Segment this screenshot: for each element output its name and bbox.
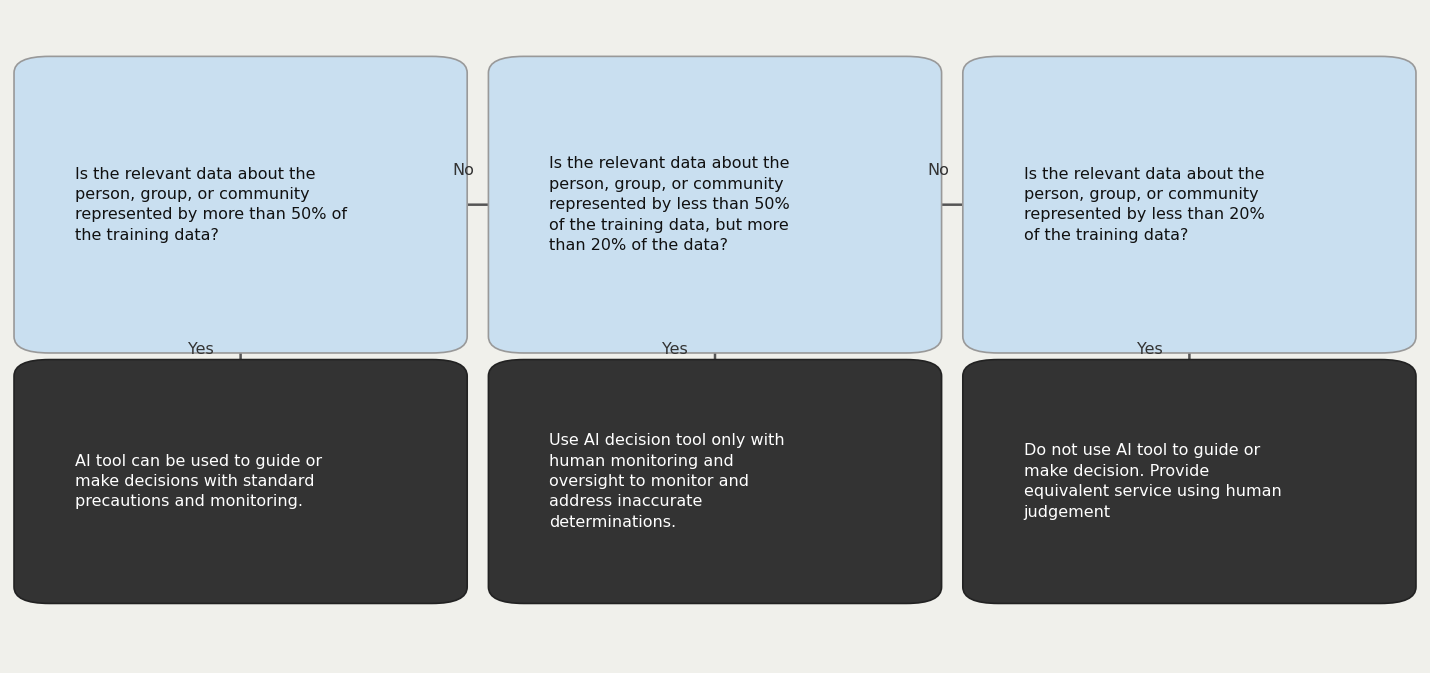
Text: Do not use AI tool to guide or
make decision. Provide
equivalent service using h: Do not use AI tool to guide or make deci… [1024, 444, 1281, 520]
Text: AI tool can be used to guide or
make decisions with standard
precautions and mon: AI tool can be used to guide or make dec… [74, 454, 322, 509]
FancyBboxPatch shape [14, 57, 468, 353]
Text: Is the relevant data about the
person, group, or community
represented by less t: Is the relevant data about the person, g… [1024, 167, 1264, 243]
FancyBboxPatch shape [962, 359, 1416, 604]
Text: Yes: Yes [189, 342, 214, 357]
Text: Is the relevant data about the
person, group, or community
represented by more t: Is the relevant data about the person, g… [74, 167, 347, 243]
Text: Use AI decision tool only with
human monitoring and
oversight to monitor and
add: Use AI decision tool only with human mon… [549, 433, 785, 530]
Text: No: No [453, 164, 475, 178]
FancyBboxPatch shape [14, 359, 468, 604]
FancyBboxPatch shape [962, 57, 1416, 353]
Text: No: No [927, 164, 950, 178]
FancyBboxPatch shape [489, 359, 941, 604]
FancyBboxPatch shape [489, 57, 941, 353]
Text: Is the relevant data about the
person, group, or community
represented by less t: Is the relevant data about the person, g… [549, 156, 789, 253]
Text: Yes: Yes [1137, 342, 1163, 357]
Text: Yes: Yes [662, 342, 688, 357]
